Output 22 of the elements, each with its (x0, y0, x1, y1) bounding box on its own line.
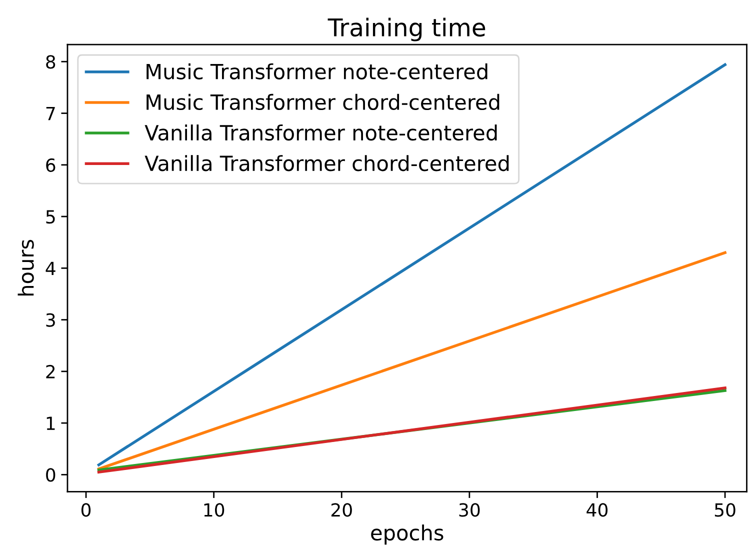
x-tick-label: 0 (81, 503, 91, 517)
y-tick-label: 5 (46, 210, 55, 224)
legend-label: Music Transformer chord-centered (146, 94, 500, 110)
y-tick-label: 1 (46, 416, 55, 430)
x-tick-label: 20 (331, 503, 352, 517)
y-tick-label: 8 (46, 55, 56, 69)
chart-title: Training time (328, 18, 486, 42)
y-tick-label: 6 (46, 158, 56, 172)
legend-label: Vanilla Transformer chord-centered (144, 155, 509, 172)
y-tick-label: 3 (46, 313, 55, 327)
y-tick-label: 7 (46, 106, 55, 120)
y-axis-title: hours (18, 240, 34, 296)
y-tick-label: 0 (46, 468, 56, 482)
legend-label: Vanilla Transformer note-centered (144, 124, 497, 141)
x-axis-title: epochs (371, 524, 444, 545)
y-tick-label: 4 (46, 262, 56, 276)
y-tick-label: 2 (46, 364, 55, 378)
x-tick-label: 50 (714, 503, 736, 517)
x-tick-label: 30 (459, 503, 480, 517)
x-tick-label: 40 (586, 503, 608, 517)
x-tick-label: 10 (204, 503, 224, 517)
legend-label: Music Transformer note-centered (146, 63, 488, 80)
